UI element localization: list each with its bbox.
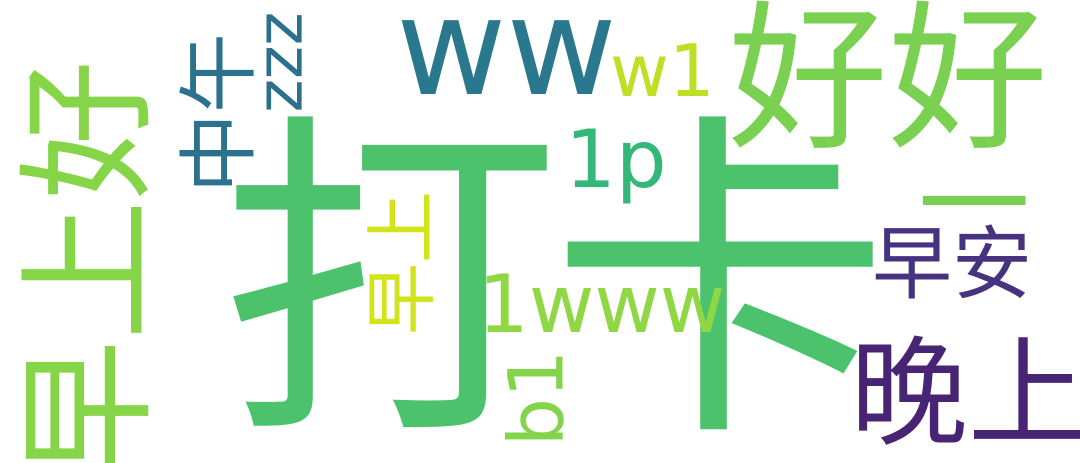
- word-zaoshang-small: 早上: [360, 190, 445, 336]
- word-yi: 一: [918, 141, 1030, 271]
- word-zaoan: 早安: [872, 218, 1032, 311]
- word-daka: 打卡: [220, 87, 890, 463]
- word-ww: ww: [396, 0, 617, 126]
- word-zaoshanghao: 早上好: [8, 59, 172, 463]
- word-zzz: zzz: [250, 11, 325, 113]
- word-1p: 1p: [565, 113, 667, 206]
- word-b1: b1: [491, 349, 581, 447]
- word-haohao: 好好: [728, 0, 1049, 173]
- word-1www: 1www: [478, 258, 726, 351]
- word-wanshang: 晚上: [850, 325, 1080, 463]
- word-zhongwu: 中午: [173, 33, 266, 193]
- word-w1: w1: [610, 29, 715, 113]
